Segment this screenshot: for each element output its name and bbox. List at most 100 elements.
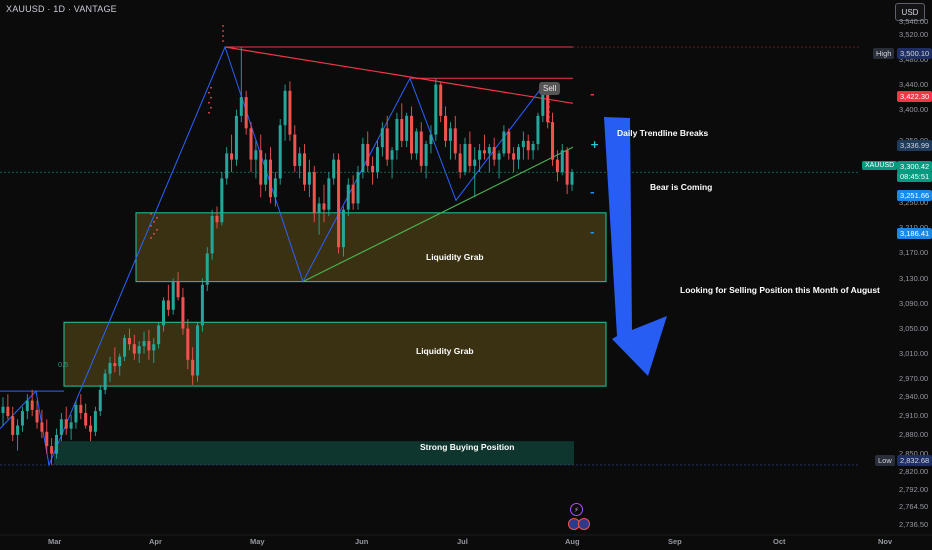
lightning-icon[interactable]: ⚡ — [570, 503, 583, 516]
signal-dot — [210, 96, 212, 99]
candle — [371, 165, 375, 173]
bear-arrow — [604, 117, 667, 376]
support-level-tag: 3,251.66 — [897, 190, 932, 201]
candle — [410, 115, 414, 154]
candle — [414, 131, 418, 154]
annotation-daily-trendline: Daily Trendline Breaks — [617, 128, 709, 138]
candle — [25, 400, 29, 412]
candle — [79, 404, 83, 414]
candle — [439, 84, 443, 116]
price-axis-tick: 3,400.00 — [899, 104, 929, 114]
candle — [181, 297, 185, 329]
candle — [288, 90, 292, 135]
currency-button[interactable]: USD — [895, 3, 925, 21]
candle — [69, 422, 73, 429]
candle — [152, 344, 156, 351]
price-axis-tick: 3,250.00 — [899, 198, 929, 208]
candle — [400, 118, 404, 141]
symbol-title[interactable]: XAUUSD · 1D · VANTAGE — [6, 4, 117, 14]
us-flag-icon[interactable] — [578, 518, 590, 530]
time-axis-tick: Mar — [48, 537, 62, 546]
candle — [307, 172, 311, 185]
candle — [45, 431, 49, 447]
candle — [123, 337, 127, 357]
time-axis-tick: Jul — [457, 537, 468, 546]
candle — [108, 362, 112, 374]
candle — [166, 300, 170, 310]
zone-label-liquidity-grab-2: Liquidity Grab — [416, 346, 474, 356]
candle — [283, 90, 287, 126]
zone-level-tag: 3,186.41 — [897, 228, 932, 239]
candle — [458, 153, 462, 173]
minus-marker: - — [590, 186, 595, 199]
candle — [273, 178, 277, 198]
candle — [186, 328, 190, 360]
candle — [98, 389, 102, 412]
plus-marker: + — [590, 138, 600, 151]
candle — [205, 253, 209, 285]
candle — [570, 172, 574, 185]
candle — [375, 147, 379, 173]
candle — [1, 406, 5, 414]
price-axis-tick: 3,520.00 — [899, 29, 929, 39]
low-label: Low — [875, 455, 895, 466]
candle — [351, 184, 355, 204]
price-axis-tick: 2,910.00 — [899, 411, 929, 421]
signal-dot — [208, 101, 210, 104]
zones-layer — [54, 212, 607, 465]
time-axis-tick: Jun — [355, 537, 369, 546]
candle — [492, 147, 496, 160]
candle — [332, 159, 336, 179]
annotation-bear-coming: Bear is Coming — [650, 182, 713, 192]
candle — [239, 97, 243, 116]
price-axis-tick: 3,010.00 — [899, 348, 929, 358]
candle — [536, 115, 540, 144]
price-axis-tick: 2,764.50 — [899, 502, 929, 512]
signal-dot — [150, 212, 152, 215]
candle — [191, 359, 195, 376]
candle — [507, 131, 511, 154]
drawings-layer — [0, 25, 860, 467]
candle — [50, 446, 54, 454]
price-axis-tick: 2,820.00 — [899, 467, 929, 477]
candle — [395, 118, 399, 151]
candle — [473, 159, 477, 166]
candle — [268, 159, 272, 198]
descending-trendline — [224, 46, 574, 104]
zone-label-liquidity-grab-1: Liquidity Grab — [426, 252, 484, 262]
candle — [565, 150, 569, 185]
candle — [541, 90, 545, 116]
price-axis-tick: 2,792.00 — [899, 484, 929, 494]
candle — [137, 346, 141, 354]
candle — [264, 159, 268, 185]
signal-dot — [156, 216, 158, 219]
candle — [132, 344, 136, 354]
candle — [419, 131, 423, 166]
signal-dot — [150, 224, 152, 227]
trendline-break-tag: 3,336.99 — [897, 140, 932, 151]
candle — [11, 416, 15, 435]
candle — [20, 411, 24, 426]
candle — [93, 411, 97, 432]
high-label: High — [873, 48, 895, 59]
signal-dot — [548, 106, 550, 108]
price-axis-tick: 3,480.00 — [899, 54, 929, 64]
candle — [434, 84, 438, 135]
signal-dot — [210, 106, 212, 109]
candle — [546, 90, 550, 123]
candle — [337, 159, 341, 248]
signal-dot — [153, 232, 155, 235]
candle — [444, 115, 448, 141]
candle — [161, 300, 165, 326]
candle — [127, 337, 131, 345]
price-axis-tick: 3,440.00 — [899, 79, 929, 89]
candle — [200, 284, 204, 326]
candle — [64, 419, 68, 429]
candle — [89, 425, 93, 432]
candle — [157, 325, 161, 345]
candle — [35, 409, 39, 423]
price-axis-tick: 2,880.00 — [899, 429, 929, 439]
candle — [327, 178, 331, 210]
sell-signal-tag: Sell — [539, 82, 561, 95]
